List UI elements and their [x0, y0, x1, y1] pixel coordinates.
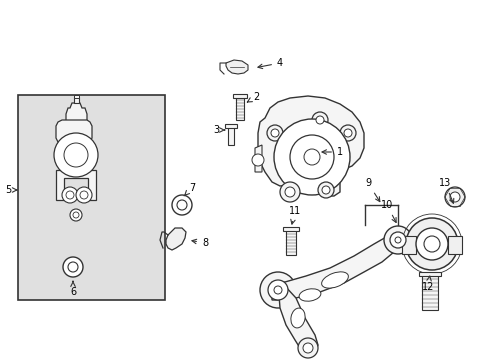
Circle shape — [63, 257, 83, 277]
Polygon shape — [56, 170, 96, 200]
Polygon shape — [66, 103, 87, 127]
Text: 3: 3 — [212, 125, 224, 135]
Circle shape — [76, 187, 92, 203]
Polygon shape — [227, 127, 234, 145]
Text: 4: 4 — [257, 58, 283, 69]
Circle shape — [297, 338, 317, 358]
Circle shape — [177, 200, 186, 210]
Circle shape — [289, 135, 333, 179]
Bar — [18, 95, 164, 300]
Circle shape — [64, 143, 88, 167]
Polygon shape — [418, 272, 440, 276]
Circle shape — [280, 182, 299, 202]
Circle shape — [251, 154, 264, 166]
Circle shape — [66, 191, 74, 199]
Polygon shape — [254, 145, 262, 172]
Circle shape — [273, 119, 349, 195]
Circle shape — [285, 187, 294, 197]
Text: 8: 8 — [192, 238, 207, 248]
Circle shape — [311, 112, 327, 128]
Ellipse shape — [299, 289, 320, 301]
Circle shape — [270, 129, 279, 137]
Text: 13: 13 — [438, 178, 453, 203]
Circle shape — [339, 125, 355, 141]
Polygon shape — [74, 95, 79, 98]
Polygon shape — [258, 96, 363, 196]
Polygon shape — [279, 285, 317, 352]
Text: 10: 10 — [380, 200, 395, 222]
Text: 6: 6 — [70, 282, 76, 297]
Ellipse shape — [321, 272, 347, 288]
Ellipse shape — [290, 308, 305, 328]
Polygon shape — [283, 227, 298, 231]
Circle shape — [423, 236, 439, 252]
Circle shape — [68, 262, 78, 272]
Circle shape — [267, 280, 287, 300]
Polygon shape — [232, 94, 246, 98]
Text: 9: 9 — [364, 178, 379, 202]
Text: 7: 7 — [184, 183, 195, 196]
Circle shape — [73, 212, 79, 218]
Text: 1: 1 — [322, 147, 343, 157]
Circle shape — [303, 343, 312, 353]
Polygon shape — [165, 228, 185, 250]
Circle shape — [317, 182, 333, 198]
Circle shape — [70, 209, 82, 221]
Polygon shape — [56, 120, 92, 162]
Polygon shape — [447, 236, 461, 254]
Circle shape — [405, 218, 457, 270]
Circle shape — [80, 191, 88, 199]
Circle shape — [389, 232, 405, 248]
Text: 5: 5 — [5, 185, 17, 195]
Text: 12: 12 — [421, 276, 433, 292]
Circle shape — [266, 125, 283, 141]
Circle shape — [444, 187, 464, 207]
Circle shape — [394, 237, 400, 243]
Circle shape — [172, 195, 192, 215]
Circle shape — [273, 286, 282, 294]
Circle shape — [415, 228, 447, 260]
Polygon shape — [236, 97, 244, 120]
Polygon shape — [271, 234, 399, 300]
Circle shape — [343, 129, 351, 137]
Circle shape — [383, 226, 411, 254]
Polygon shape — [421, 275, 437, 310]
Circle shape — [321, 186, 329, 194]
Polygon shape — [224, 124, 237, 128]
Circle shape — [260, 272, 295, 308]
Circle shape — [54, 133, 98, 177]
Circle shape — [304, 149, 319, 165]
Polygon shape — [74, 97, 79, 103]
Circle shape — [449, 192, 459, 202]
Polygon shape — [401, 236, 415, 254]
Circle shape — [315, 116, 324, 124]
Circle shape — [62, 187, 78, 203]
Text: 2: 2 — [247, 92, 259, 102]
Polygon shape — [225, 60, 247, 74]
Polygon shape — [285, 230, 295, 255]
Text: 11: 11 — [288, 206, 301, 224]
